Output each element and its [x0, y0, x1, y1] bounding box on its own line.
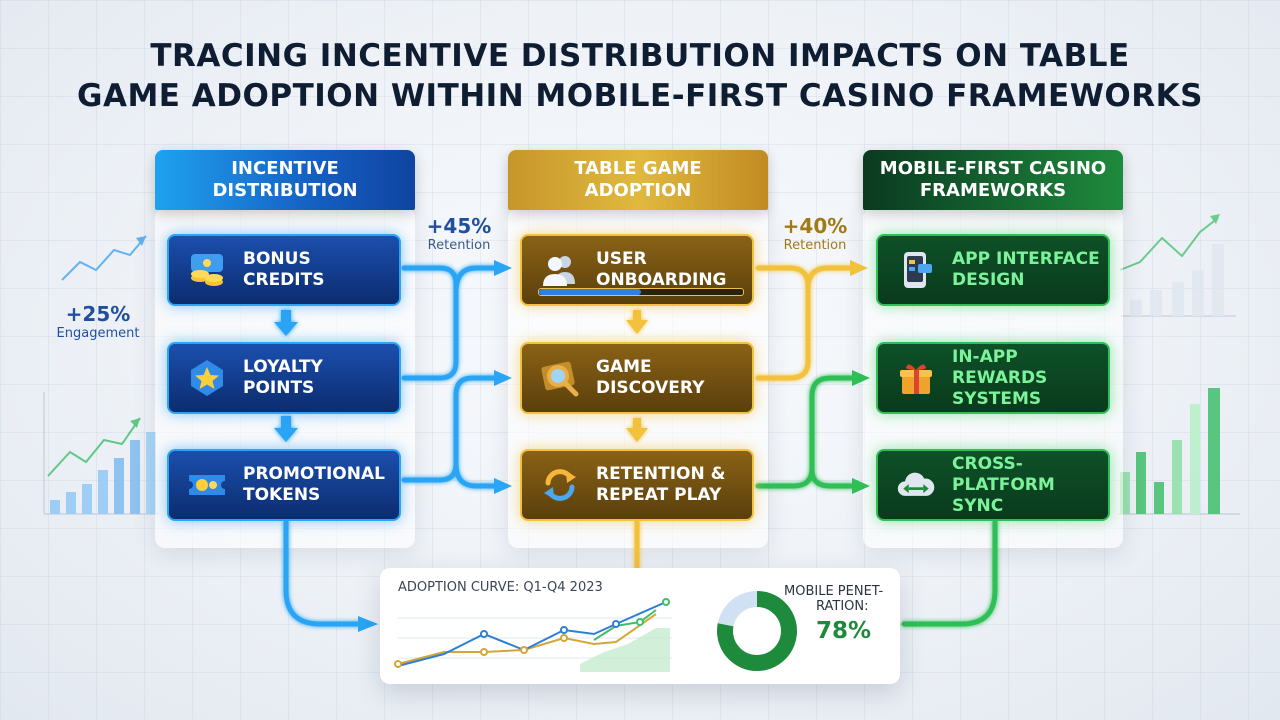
coin-stack-icon	[191, 254, 223, 286]
gift-icon	[900, 364, 932, 394]
smartphone-icon	[904, 252, 932, 288]
card-label-line: Systems	[952, 388, 1042, 409]
mobile-first-header: Mobile-First Casino Frameworks	[863, 150, 1123, 210]
card-label-line: Cross-Platform	[952, 453, 1055, 495]
title-line-2: Game Adoption within Mobile-First Casino…	[77, 78, 1203, 114]
card-label-line: Rewards	[952, 367, 1048, 388]
incentive-distribution-header: Incentive Distribution	[155, 150, 415, 210]
header-line: Table Game	[574, 158, 702, 179]
card-cross-platform-sync[interactable]: Cross-Platform Sync	[876, 449, 1110, 521]
card-label-line: Tokens	[243, 485, 321, 505]
card-label-line: Bonus	[243, 249, 311, 269]
card-loyalty-points[interactable]: Loyalty Points	[167, 342, 401, 414]
page-title: Tracing Incentive Distribution Impacts o…	[0, 36, 1280, 116]
card-label-line: Points	[243, 378, 315, 398]
mobile-penetration-donut	[717, 591, 797, 671]
stat-value: +40%	[782, 214, 848, 238]
right-lower-bar-chart	[1118, 388, 1240, 515]
card-label-line: In-App	[952, 346, 1018, 367]
card-label-line: User	[596, 249, 647, 269]
stat-value: +45%	[426, 214, 492, 238]
onboarding-progress-track	[538, 288, 744, 296]
engagement-stat: +25% Engagement	[50, 302, 146, 342]
star-badge-icon	[191, 360, 223, 396]
header-line: Mobile-First Casino	[879, 158, 1107, 179]
card-label-line: Design	[952, 270, 1025, 290]
donut-label-line: Mobile Penet-	[784, 584, 884, 599]
cloud-sync-icon	[897, 472, 935, 496]
retention-stat-b: +40% Retention	[770, 214, 860, 254]
donut-arc	[717, 591, 797, 671]
card-user-onboarding[interactable]: User Onboarding	[520, 234, 754, 306]
refresh-icon	[544, 469, 576, 501]
mobile-penetration-label: Mobile Penet- ration:	[784, 584, 894, 614]
header-line: Incentive	[231, 158, 339, 179]
stat-label: Retention	[427, 238, 491, 253]
stat-label: Retention	[783, 238, 847, 253]
users-icon	[543, 256, 575, 286]
mobile-penetration-value: 78%	[816, 618, 872, 644]
magnifier-icon	[541, 361, 579, 397]
right-bar-chart	[1119, 214, 1236, 317]
card-promotional-tokens[interactable]: Promotional Tokens	[167, 449, 401, 521]
stat-value: +25%	[65, 302, 131, 326]
left-sparkline	[61, 235, 147, 281]
left-bar-chart	[43, 392, 158, 515]
header-line: Adoption	[584, 180, 692, 201]
ticket-icon	[189, 475, 225, 495]
adoption-curve-chart	[394, 598, 672, 672]
card-label-line: Sync	[952, 495, 1004, 516]
card-retention-repeat-play[interactable]: Retention & Repeat Play	[520, 449, 754, 521]
donut-label-line: ration:	[816, 599, 869, 614]
card-label-line: Discovery	[596, 378, 705, 398]
card-app-interface-design[interactable]: App Interface Design	[876, 234, 1110, 306]
stat-label: Engagement	[56, 326, 140, 341]
card-label-line: Loyalty	[243, 357, 323, 377]
title-line-1: Tracing Incentive Distribution Impacts o…	[150, 38, 1130, 74]
adoption-curve-title: Adoption Curve: Q1-Q4 2023	[398, 580, 603, 595]
card-label-line: Game	[596, 357, 652, 377]
header-line: Distribution	[212, 180, 358, 201]
card-bonus-credits[interactable]: Bonus Credits	[167, 234, 401, 306]
header-line: Frameworks	[919, 180, 1067, 201]
card-in-app-rewards[interactable]: In-App Rewards Systems	[876, 342, 1110, 414]
card-label-line: Promotional	[243, 464, 385, 484]
table-game-adoption-header: Table Game Adoption	[508, 150, 768, 210]
analytics-panel: Adoption Curve: Q1-Q4 2023 Mobile Penet-…	[380, 568, 900, 684]
card-label-line: Retention &	[596, 464, 726, 484]
card-label-line: Onboarding	[596, 270, 727, 290]
retention-stat-a: +45% Retention	[414, 214, 504, 254]
onboarding-progress-fill	[539, 289, 641, 295]
card-label-line: App Interface	[952, 249, 1100, 269]
card-label-line: Repeat Play	[596, 485, 722, 505]
card-label-line: Credits	[243, 270, 325, 290]
card-game-discovery[interactable]: Game Discovery	[520, 342, 754, 414]
